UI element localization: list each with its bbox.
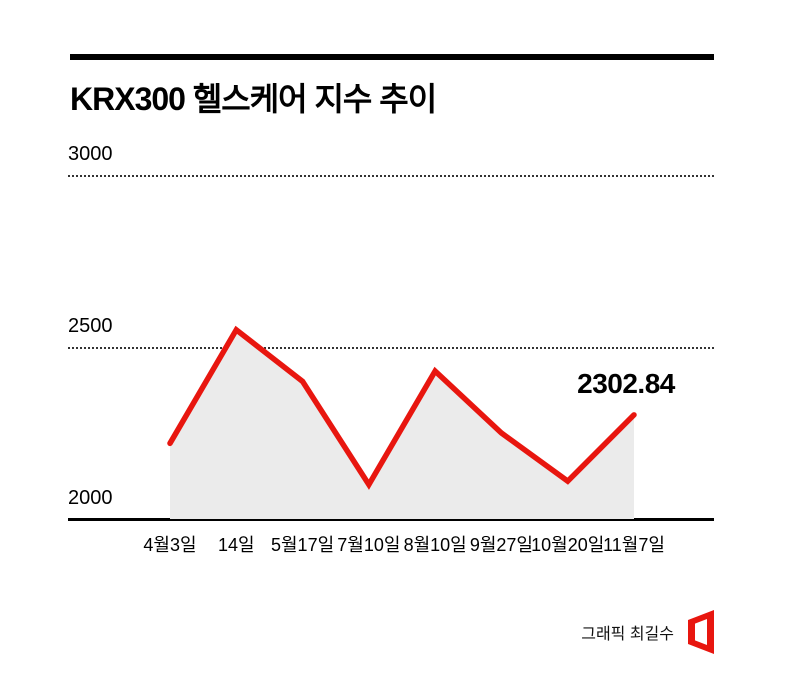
y-tick-label: 2500 — [68, 315, 113, 337]
gridline — [68, 347, 714, 349]
x-tick-label: 8월10일 — [403, 535, 467, 555]
publisher-logo — [688, 610, 714, 654]
y-tick-label: 3000 — [68, 143, 113, 165]
page-title: KRX300 헬스케어 지수 추이 — [70, 81, 437, 117]
x-tick-label: 11월7일 — [603, 535, 665, 555]
index-line — [167, 325, 637, 490]
x-tick-label: 5월17일 — [270, 535, 335, 555]
area-fill — [170, 329, 634, 519]
x-tick-label: 10월20일 — [531, 535, 605, 555]
x-tick-label: 14일 — [217, 535, 255, 555]
footer: 그래픽 최길수 — [581, 608, 715, 656]
x-axis-labels: 4월3일 14일 5월17일 7월10일 8월10일 9월27일 10월20일 11월7일 — [0, 531, 799, 561]
x-axis-baseline — [68, 518, 714, 521]
gridline — [68, 175, 714, 177]
y-tick-label: 2000 — [68, 487, 113, 509]
credit-text: 그래픽 최길수 — [581, 626, 674, 643]
x-tick-label: 9월27일 — [469, 535, 533, 555]
logo-shape — [688, 610, 714, 654]
last-value-label: 2302.84 — [577, 368, 675, 399]
x-tick-label: 7월10일 — [337, 535, 401, 555]
x-tick-label: 4월3일 — [143, 535, 197, 555]
title-rule — [70, 54, 714, 60]
